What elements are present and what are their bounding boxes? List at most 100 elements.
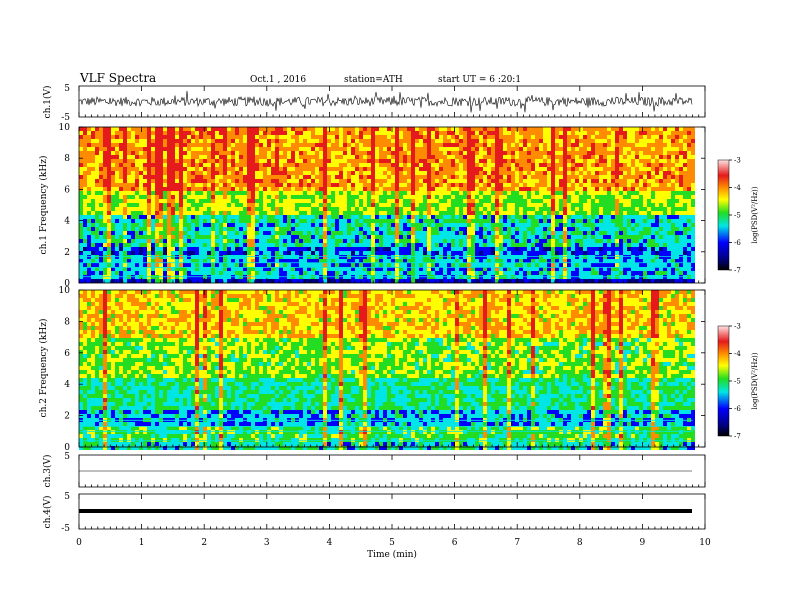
spectrogram-cell [151, 219, 155, 223]
spectrogram-cell [103, 263, 107, 267]
spectrogram-cell [335, 139, 339, 143]
spectrogram-cell [159, 271, 163, 275]
spectrogram-cell [355, 267, 359, 271]
spectrogram-cell [499, 251, 503, 255]
spectrogram-cell [295, 187, 299, 191]
spectrogram-cell [483, 243, 487, 247]
spectrogram-cell [575, 151, 579, 155]
spectrogram-cell [179, 223, 183, 227]
spectrogram-cell [91, 195, 95, 199]
spectrogram-cell [207, 187, 211, 191]
spectrogram-cell [539, 159, 543, 163]
spectrogram-cell [571, 203, 575, 207]
spectrogram-cell [443, 231, 447, 235]
spectrogram-cell [539, 251, 543, 255]
spectrogram-cell [279, 167, 283, 171]
spectrogram-cell [407, 147, 411, 151]
spectrogram-cell [211, 175, 215, 179]
spectrogram-cell [563, 191, 567, 195]
spectrogram-cell [583, 255, 587, 259]
spectrogram-cell [219, 127, 223, 131]
spectrogram-cell [371, 251, 375, 255]
spectrogram-cell [159, 259, 163, 263]
spectrogram-cell [499, 195, 503, 199]
spectrogram-cell [247, 235, 251, 239]
spectrogram-cell [571, 215, 575, 219]
spectrogram-cell [431, 175, 435, 179]
spectrogram-cell [391, 243, 395, 247]
spectrogram-cell [287, 155, 291, 159]
spectrogram-cell [459, 139, 463, 143]
spectrogram-cell [383, 147, 387, 151]
spectrogram-cell [439, 255, 443, 259]
spectrogram-cell [83, 131, 87, 135]
spectrogram-cell [371, 135, 375, 139]
spectrogram-cell [151, 271, 155, 275]
spectrogram-cell [383, 151, 387, 155]
spectrogram-cell [559, 251, 563, 255]
spectrogram-cell [235, 139, 239, 143]
spectrogram-cell [315, 179, 319, 183]
spectrogram-cell [515, 239, 519, 243]
spectrogram-cell [451, 131, 455, 135]
spectrogram-cell [83, 183, 87, 187]
spectrogram-cell [271, 247, 275, 251]
spectrogram-cell [287, 255, 291, 259]
spectrogram-cell [367, 267, 371, 271]
spectrogram-cell [355, 199, 359, 203]
spectrogram-cell [315, 139, 319, 143]
spectrogram-cell [207, 231, 211, 235]
spectrogram-cell [115, 175, 119, 179]
spectrogram-cell [499, 183, 503, 187]
spectrogram-cell [303, 267, 307, 271]
spectrogram-cell [295, 147, 299, 151]
spectrogram-cell [115, 155, 119, 159]
spectrogram-cell [299, 199, 303, 203]
spectrogram-cell [527, 219, 531, 223]
spectrogram-cell [87, 183, 91, 187]
spectrogram-cell [83, 143, 87, 147]
spectrogram-cell [91, 243, 95, 247]
spectrogram-cell [391, 155, 395, 159]
spectrogram-cell [475, 235, 479, 239]
spectrogram-cell [463, 231, 467, 235]
spectrogram-cell [123, 127, 127, 131]
spectrogram-cell [211, 223, 215, 227]
spectrogram-cell [387, 235, 391, 239]
spectrogram-cell [251, 195, 255, 199]
spectrogram-cell [191, 247, 195, 251]
spectrogram-cell [363, 147, 367, 151]
spectrogram-cell [339, 131, 343, 135]
spectrogram-cell [551, 231, 555, 235]
spectrogram-cell [119, 239, 123, 243]
spectrogram-cell [559, 159, 563, 163]
spectrogram-cell [575, 263, 579, 267]
spectrogram-cell [211, 231, 215, 235]
spectrogram-cell [95, 243, 99, 247]
spectrogram-cell [119, 195, 123, 199]
spectrogram-cell [135, 191, 139, 195]
spectrogram-cell [507, 267, 511, 271]
spectrogram-cell [283, 207, 287, 211]
spectrogram-cell [583, 223, 587, 227]
spectrogram-cell [179, 211, 183, 215]
spectrogram-cell [435, 267, 439, 271]
spectrogram-cell [543, 279, 547, 283]
spectrogram-cell [483, 199, 487, 203]
spectrogram-cell [407, 223, 411, 227]
spectrogram-cell [243, 267, 247, 271]
spectrogram-cell [547, 243, 551, 247]
spectrogram-cell [315, 199, 319, 203]
spectrogram-cell [355, 247, 359, 251]
spectrogram-cell [535, 219, 539, 223]
spectrogram-cell [271, 259, 275, 263]
spectrogram-cell [563, 255, 567, 259]
spectrogram-cell [115, 191, 119, 195]
spectrogram-cell [415, 195, 419, 199]
spectrogram-cell [583, 183, 587, 187]
spectrogram-cell [311, 215, 315, 219]
spectrogram-cell [483, 159, 487, 163]
spectrogram-cell [539, 139, 543, 143]
spectrogram-cell [271, 227, 275, 231]
spectrogram-cell [239, 215, 243, 219]
